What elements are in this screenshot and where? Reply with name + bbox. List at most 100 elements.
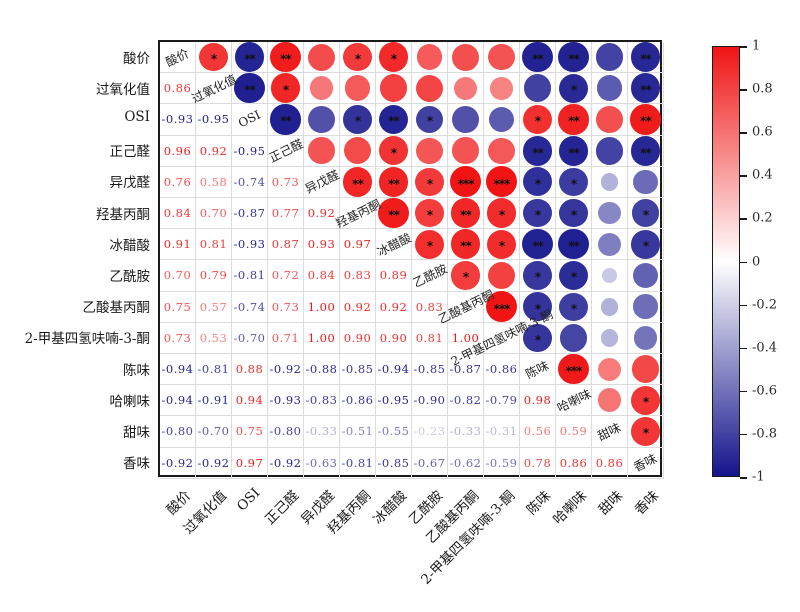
correlation-value: -0.74 <box>233 299 266 314</box>
variable-name: 香味 <box>631 451 660 475</box>
significance-stars: * <box>534 176 541 191</box>
y-axis-label: 羟基丙酮 <box>96 206 150 223</box>
correlation-circle <box>453 76 478 100</box>
correlation-value: -0.94 <box>377 362 410 377</box>
correlation-circle <box>600 329 619 347</box>
correlation-circle <box>633 169 658 195</box>
significance-stars: ** <box>352 176 364 191</box>
correlation-circle-cell: * <box>340 104 376 136</box>
correlation-circle-cell <box>592 104 628 136</box>
correlation-circle: ** <box>378 197 409 229</box>
correlation-value: 0.94 <box>235 393 264 408</box>
correlation-circle <box>344 75 371 102</box>
correlation-circle-cell: ** <box>232 42 268 74</box>
correlation-value-cell: -0.88 <box>304 354 340 386</box>
significance-stars: ** <box>388 114 400 129</box>
correlation-circle <box>595 136 624 165</box>
correlation-circle-cell: * <box>520 198 556 230</box>
correlation-value: -0.59 <box>485 455 518 470</box>
colorbar-tick-mark <box>740 89 747 91</box>
diagonal-variable-label: 香味 <box>628 447 664 479</box>
correlation-circle: ** <box>378 104 409 135</box>
correlation-value-cell: -0.79 <box>484 385 520 417</box>
correlation-value: -0.67 <box>413 455 446 470</box>
correlation-circle: * <box>451 261 480 290</box>
variable-name: 正己醛 <box>266 136 305 166</box>
correlation-circle-cell: ** <box>556 42 592 74</box>
correlation-circle-cell: * <box>556 73 592 105</box>
correlation-circle-cell: * <box>556 166 592 198</box>
correlation-value-cell: -0.80 <box>268 416 304 448</box>
correlation-value-cell: -0.95 <box>232 135 268 167</box>
correlation-value-cell: -0.87 <box>448 354 484 386</box>
correlation-circle-cell <box>412 42 448 74</box>
colorbar-tick-mark <box>740 132 747 134</box>
correlation-value-cell: 0.73 <box>160 322 196 354</box>
correlation-circle-cell: * <box>484 198 520 230</box>
correlation-value: -0.92 <box>269 362 302 377</box>
correlation-circle <box>308 106 335 133</box>
diagonal-variable-label: 羟基丙酮 <box>333 197 382 231</box>
significance-stars: ** <box>640 145 652 160</box>
variable-name: 冰醋酸 <box>374 230 413 259</box>
correlation-circle-cell: ** <box>448 198 484 230</box>
significance-stars: ** <box>640 83 652 98</box>
correlation-circle <box>308 137 335 164</box>
correlation-circle: * <box>486 229 517 259</box>
y-axis-label: 香味 <box>123 456 150 473</box>
correlation-value: -0.82 <box>449 393 482 408</box>
correlation-value-cell: -0.33 <box>448 416 484 448</box>
correlation-circle-cell: * <box>556 260 592 292</box>
correlation-circle-cell <box>304 135 340 167</box>
correlation-circle: ** <box>450 198 481 228</box>
correlation-circle: * <box>415 198 444 228</box>
correlation-value: 0.86 <box>163 81 192 96</box>
correlation-value: -0.93 <box>161 112 194 127</box>
correlation-value: -0.70 <box>197 424 230 439</box>
correlation-value: 0.84 <box>307 268 336 283</box>
significance-stars: * <box>642 208 649 223</box>
correlation-value: -0.95 <box>233 143 266 158</box>
diagonal-variable-label: 甜味 <box>592 416 628 448</box>
significance-stars: * <box>210 52 217 67</box>
correlation-value-cell: 0.81 <box>412 322 448 354</box>
significance-stars: ** <box>388 176 400 191</box>
correlation-circle: ** <box>522 229 553 260</box>
variable-name: 陈味 <box>523 357 552 382</box>
variable-name: 异戊醛 <box>302 168 341 197</box>
correlation-value-cell: 0.75 <box>232 416 268 448</box>
colorbar-tick-mark <box>740 261 747 263</box>
significance-stars: *** <box>493 301 511 316</box>
significance-stars: * <box>354 52 361 67</box>
correlation-value: -0.93 <box>233 237 266 252</box>
significance-stars: * <box>534 270 541 285</box>
correlation-circle: * <box>522 104 553 135</box>
correlation-value-cell: -0.92 <box>160 447 196 479</box>
variable-name: 哈喇味 <box>554 386 593 415</box>
correlation-circle-cell: ** <box>232 73 268 105</box>
correlation-circle-cell: ** <box>376 166 412 198</box>
correlation-value: -0.83 <box>305 393 338 408</box>
correlation-circle: * <box>270 73 301 104</box>
correlation-value: 0.73 <box>271 299 300 314</box>
correlation-circle-cell <box>304 104 340 136</box>
variable-name: 乙酰胺 <box>410 261 449 291</box>
correlation-circle <box>597 357 622 381</box>
significance-stars: * <box>534 301 541 316</box>
y-axis-label: 陈味 <box>123 362 150 379</box>
correlation-circle-cell <box>628 291 664 323</box>
correlation-circle: * <box>523 292 552 322</box>
correlation-circle: ** <box>558 135 589 166</box>
correlation-circle-cell: * <box>340 42 376 74</box>
correlation-circle-cell <box>628 166 664 198</box>
correlation-circle-cell <box>484 135 520 167</box>
correlation-circle <box>598 232 621 256</box>
correlation-circle-cell: * <box>628 385 664 417</box>
correlation-value-cell: 0.92 <box>340 291 376 323</box>
correlation-circle: *** <box>558 353 589 385</box>
correlation-circle: ** <box>450 229 481 260</box>
correlation-circle <box>416 137 443 164</box>
variable-name: 羟基丙酮 <box>333 196 383 231</box>
correlation-circle: * <box>343 105 372 134</box>
correlation-value: 0.53 <box>199 330 228 345</box>
